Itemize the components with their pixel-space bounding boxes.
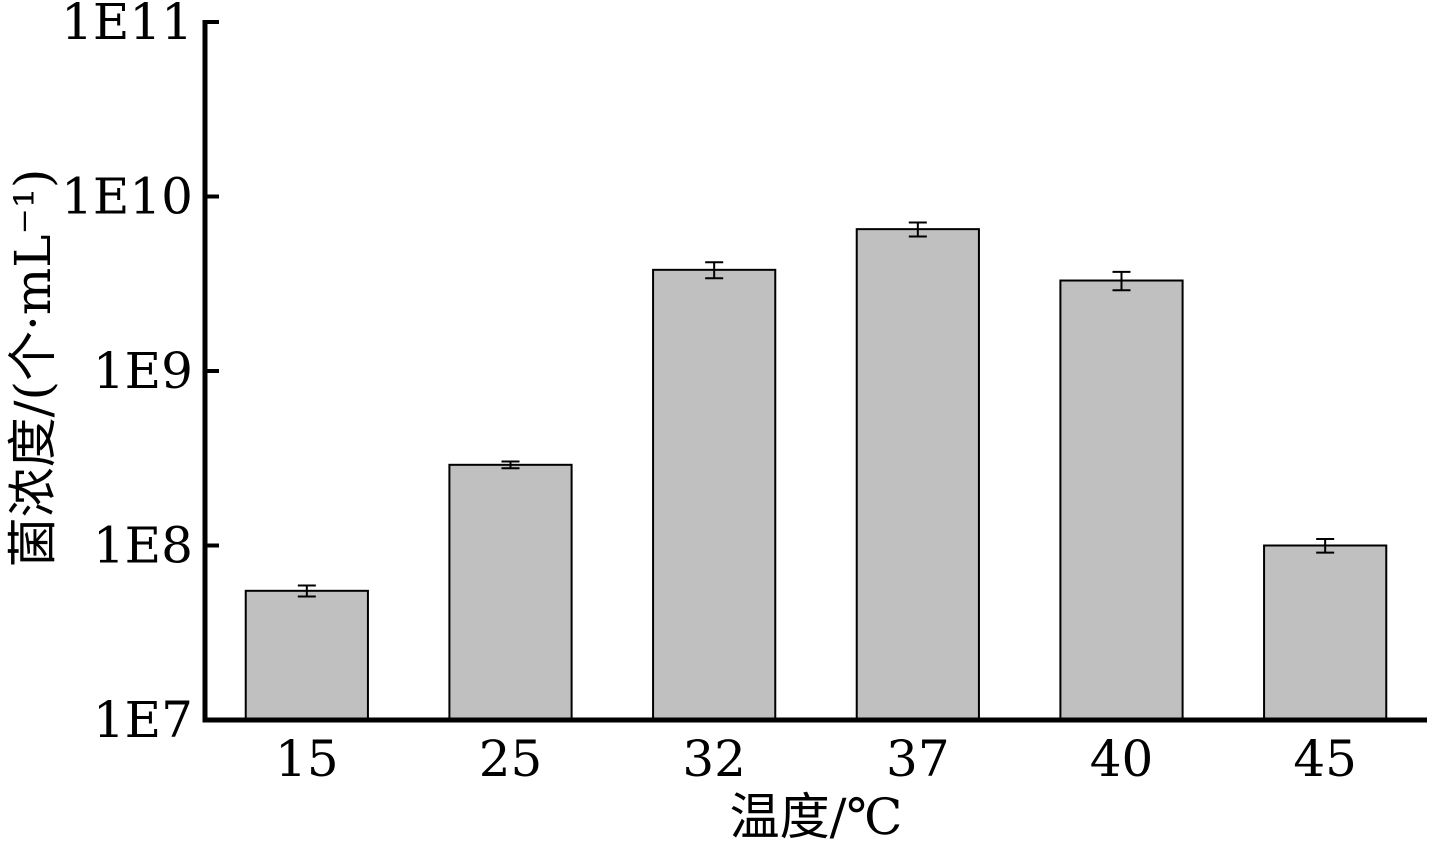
y-tick-label: 1E11	[61, 0, 193, 51]
x-ticks-layer: 15 25 32 37 40 45	[275, 730, 1357, 788]
error-bars-layer	[297, 221, 1335, 598]
x-tick-label: 15	[275, 730, 339, 788]
error-bar-37	[908, 221, 927, 238]
y-tick-label: 1E7	[93, 691, 193, 749]
x-tick-label: 25	[479, 730, 543, 788]
bar-45	[1263, 544, 1388, 721]
x-tick-label: 45	[1293, 730, 1357, 788]
error-bar-15	[297, 584, 316, 598]
bar-32	[652, 268, 777, 721]
error-bar-25	[501, 460, 520, 470]
y-tick-label: 1E10	[61, 168, 193, 226]
error-bar-32	[705, 261, 724, 280]
bar-25	[448, 463, 573, 721]
x-tick-label: 40	[1090, 730, 1154, 788]
x-tick-label: 37	[886, 730, 950, 788]
y-axis-title: 菌浓度/(个·mL⁻¹)	[4, 169, 62, 568]
y-ticks-layer: 1E7 1E8 1E9 1E10 1E11	[61, 0, 219, 749]
bar-40	[1059, 279, 1184, 721]
x-tick-label: 32	[682, 730, 746, 788]
y-tick-label: 1E9	[93, 342, 193, 400]
y-tick-label: 1E8	[93, 517, 193, 575]
bars-layer	[244, 228, 1388, 722]
bar-37	[855, 228, 980, 722]
error-bar-40	[1112, 270, 1131, 292]
bar-15	[244, 589, 369, 721]
x-axis-title: 温度/℃	[730, 788, 903, 842]
axes-layer	[202, 20, 1427, 723]
error-bar-45	[1316, 537, 1335, 554]
